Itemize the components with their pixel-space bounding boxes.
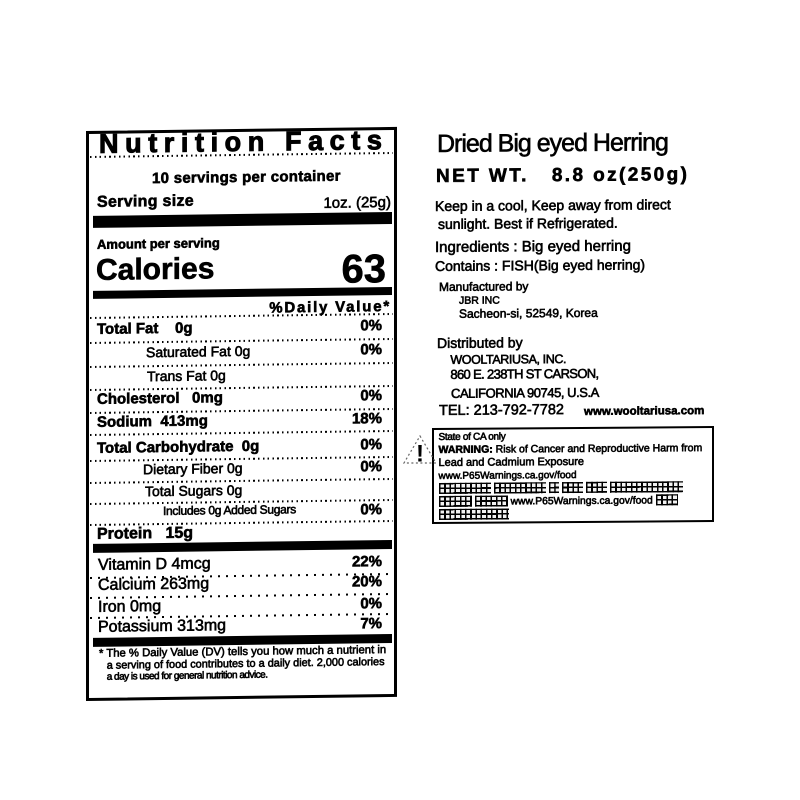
svg-text:!: ! [416,441,424,468]
